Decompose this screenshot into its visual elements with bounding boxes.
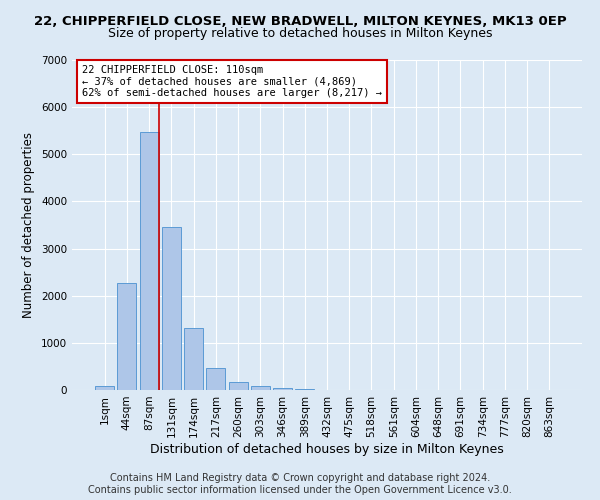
Y-axis label: Number of detached properties: Number of detached properties [22,132,35,318]
Text: 22, CHIPPERFIELD CLOSE, NEW BRADWELL, MILTON KEYNES, MK13 0EP: 22, CHIPPERFIELD CLOSE, NEW BRADWELL, MI… [34,15,566,28]
Bar [140,132,158,390]
Bar [295,388,314,390]
Text: Size of property relative to detached houses in Milton Keynes: Size of property relative to detached ho… [108,28,492,40]
Text: Contains HM Land Registry data © Crown copyright and database right 2024.
Contai: Contains HM Land Registry data © Crown c… [88,474,512,495]
Bar [184,328,203,390]
Text: 22 CHIPPERFIELD CLOSE: 110sqm
← 37% of detached houses are smaller (4,869)
62% o: 22 CHIPPERFIELD CLOSE: 110sqm ← 37% of d… [82,65,382,98]
Bar [95,386,114,390]
Bar [229,382,248,390]
Bar [118,283,136,390]
Bar [273,388,292,390]
Bar [162,228,181,390]
Bar [251,386,270,390]
X-axis label: Distribution of detached houses by size in Milton Keynes: Distribution of detached houses by size … [150,442,504,456]
Bar [206,368,225,390]
